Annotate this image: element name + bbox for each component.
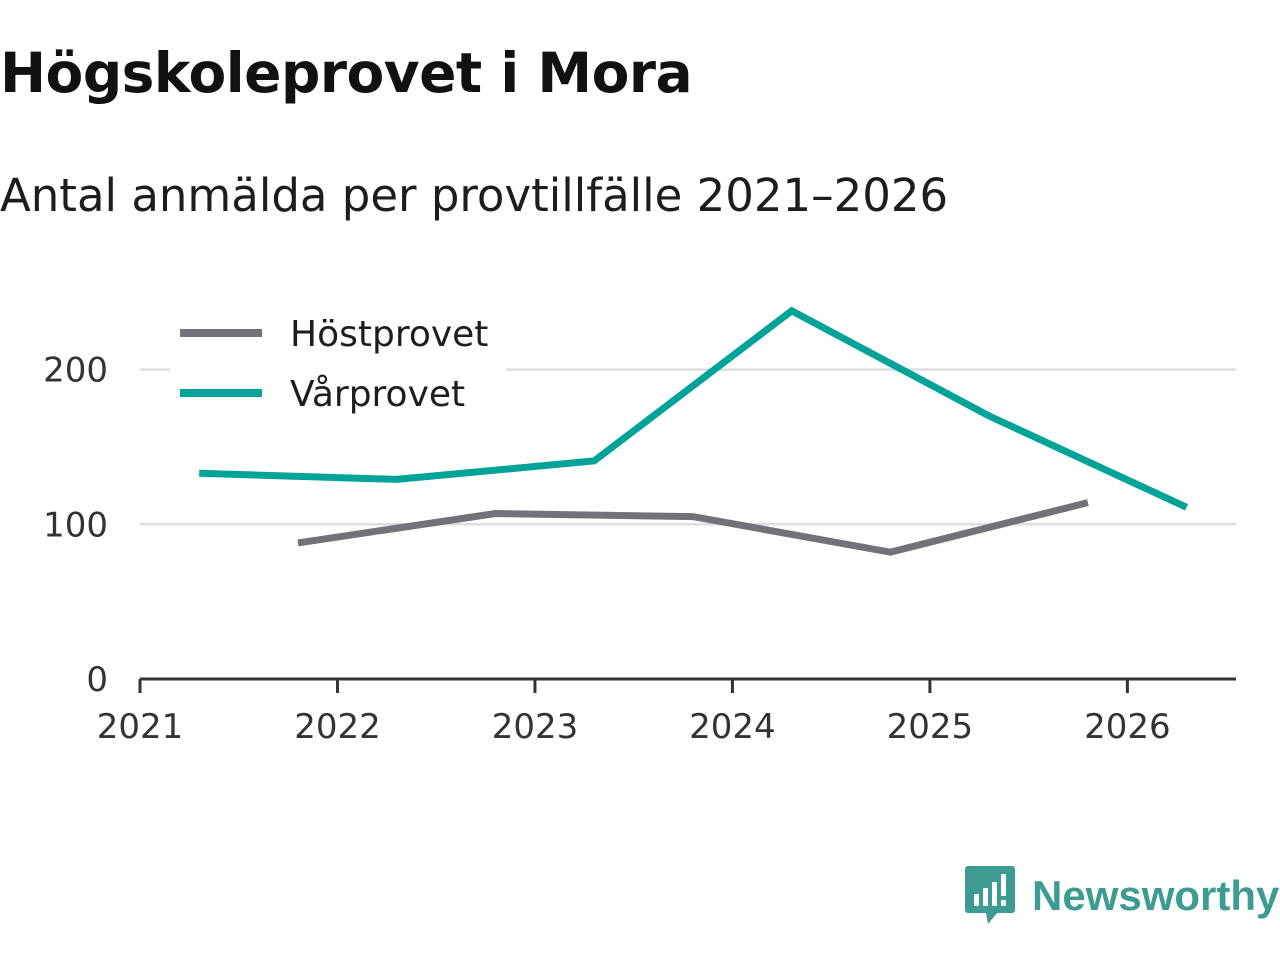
x-tick-label: 2025 xyxy=(887,707,974,747)
legend-label: Höstprovet xyxy=(290,314,488,355)
x-tick-label: 2021 xyxy=(97,707,184,747)
y-axis: 0 100 200 xyxy=(43,351,108,700)
y-tick-label: 0 xyxy=(86,660,108,700)
x-tick-label: 2023 xyxy=(492,707,579,747)
line-chart: Höstprovet Vårprovet 2021 2022 2023 2024 2025… xyxy=(43,306,1236,747)
newsworthy-logo-icon xyxy=(965,866,1015,924)
x-tick-label: 2024 xyxy=(689,707,776,747)
y-tick-label: 200 xyxy=(43,351,108,391)
chart-subtitle: Antal anmälda per provtillfälle 2021–202… xyxy=(0,169,949,222)
brand-footer: Newsworthy xyxy=(964,864,1279,928)
chart-title: Högskoleprovet i Mora xyxy=(0,41,693,105)
series-line-vårprovet xyxy=(199,306,1189,511)
legend-background xyxy=(170,306,506,426)
brand-name: Newsworthy xyxy=(1032,872,1280,919)
series-line-höstprovet xyxy=(297,499,1089,556)
x-tick-label: 2026 xyxy=(1084,707,1171,747)
y-tick-label: 100 xyxy=(43,505,108,545)
x-axis: 2021 2022 2023 2024 2025 2026 xyxy=(97,677,1236,747)
series-lines xyxy=(199,306,1189,556)
legend-label: Vårprovet xyxy=(290,374,465,415)
legend: Höstprovet Vårprovet xyxy=(170,306,506,426)
x-tick-label: 2022 xyxy=(294,707,381,747)
